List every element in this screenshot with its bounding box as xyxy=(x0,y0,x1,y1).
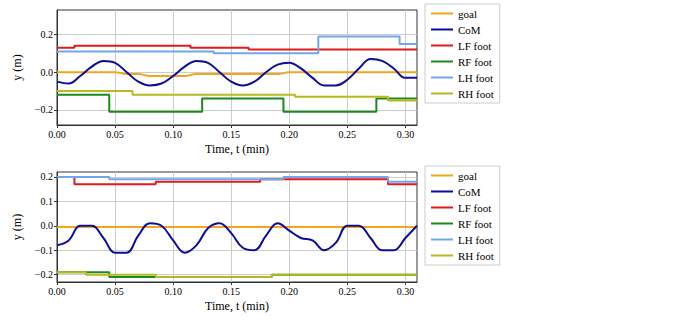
svg-text:0.05: 0.05 xyxy=(106,129,124,140)
svg-text:y (m): y (m) xyxy=(10,54,24,80)
svg-text:LF foot: LF foot xyxy=(458,202,491,214)
svg-text:RF foot: RF foot xyxy=(458,56,492,68)
svg-text:−0.1: −0.1 xyxy=(35,245,53,256)
svg-text:0.10: 0.10 xyxy=(164,129,182,140)
svg-text:LF foot: LF foot xyxy=(458,40,491,52)
svg-text:CoM: CoM xyxy=(458,24,481,36)
svg-text:LH foot: LH foot xyxy=(458,72,493,84)
svg-text:Time, t (min): Time, t (min) xyxy=(205,142,269,156)
svg-text:0.05: 0.05 xyxy=(106,286,124,297)
svg-text:0.00: 0.00 xyxy=(48,129,66,140)
svg-text:RH foot: RH foot xyxy=(458,88,494,100)
svg-text:goal: goal xyxy=(458,8,477,20)
svg-text:0.1: 0.1 xyxy=(41,196,54,207)
svg-text:−0.2: −0.2 xyxy=(35,269,53,280)
svg-text:0.2: 0.2 xyxy=(41,171,54,182)
svg-text:0.25: 0.25 xyxy=(339,286,357,297)
svg-text:0.10: 0.10 xyxy=(164,286,182,297)
svg-text:0.2: 0.2 xyxy=(41,29,54,40)
svg-text:−0.2: −0.2 xyxy=(35,104,53,115)
svg-text:0.15: 0.15 xyxy=(222,129,240,140)
svg-text:0.30: 0.30 xyxy=(397,129,415,140)
svg-text:RH foot: RH foot xyxy=(458,250,494,262)
svg-text:CoM: CoM xyxy=(458,186,481,198)
svg-text:y (m): y (m) xyxy=(10,214,24,240)
svg-text:0.20: 0.20 xyxy=(281,286,299,297)
svg-text:0.0: 0.0 xyxy=(41,67,54,78)
svg-text:goal: goal xyxy=(458,170,477,182)
svg-text:0.20: 0.20 xyxy=(281,129,299,140)
svg-text:RF foot: RF foot xyxy=(458,218,492,230)
svg-text:0.15: 0.15 xyxy=(222,286,240,297)
svg-text:0.0: 0.0 xyxy=(41,220,54,231)
svg-text:LH foot: LH foot xyxy=(458,234,493,246)
svg-text:0.30: 0.30 xyxy=(397,286,415,297)
svg-text:Time, t (min): Time, t (min) xyxy=(205,299,269,313)
svg-text:0.25: 0.25 xyxy=(339,129,357,140)
svg-text:0.00: 0.00 xyxy=(48,286,66,297)
